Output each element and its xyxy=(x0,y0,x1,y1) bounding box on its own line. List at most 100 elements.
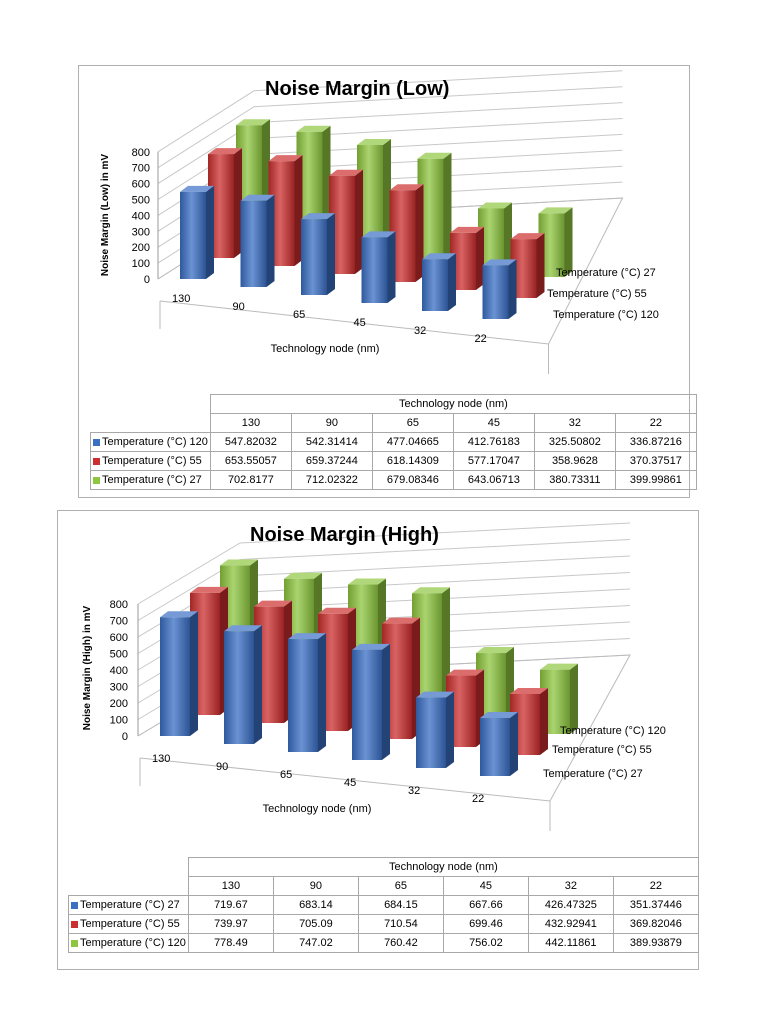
table-cell: 739.97 xyxy=(187,914,274,934)
bar-top xyxy=(382,617,420,624)
bar-top xyxy=(348,578,386,585)
table-cell: 747.02 xyxy=(272,933,359,953)
x-tick-label: 130 xyxy=(172,293,190,305)
bar-front xyxy=(480,718,510,776)
table-cell: 547.82032 xyxy=(209,432,292,452)
bar-front xyxy=(180,191,206,279)
bar-side xyxy=(570,663,578,734)
table-corner xyxy=(91,414,211,433)
bar-top xyxy=(288,633,326,640)
bar-series0-130 xyxy=(160,611,198,736)
bar-series0-65 xyxy=(288,633,326,752)
bar-top xyxy=(268,155,303,162)
x-tick-label: 22 xyxy=(475,333,487,345)
table-cell: 336.87216 xyxy=(614,432,697,452)
y-tick-label: 200 xyxy=(110,698,128,710)
table-cell: 389.93879 xyxy=(612,933,699,953)
legend-swatch xyxy=(93,438,100,446)
y-tick-label: 700 xyxy=(132,163,150,175)
bar-side xyxy=(355,169,363,274)
bar-side xyxy=(540,687,548,755)
bar-top xyxy=(361,231,396,238)
bar-top xyxy=(412,587,450,594)
table-cell: 369.82046 xyxy=(612,914,699,934)
table-row: Temperature (°C) 27 702.8177 712.02322 679.… xyxy=(90,470,697,490)
table-cell: 325.50802 xyxy=(533,432,616,452)
bar-top xyxy=(208,148,242,155)
y-tick-label: 100 xyxy=(110,715,128,727)
table-cell: 653.55057 xyxy=(209,451,292,471)
y-tick-label: 400 xyxy=(132,210,150,222)
table-legend-cell: Temperature (°C) 27 xyxy=(90,470,211,490)
table-cell: 778.49 xyxy=(187,933,274,953)
table-corner xyxy=(91,395,211,414)
bar-side xyxy=(476,226,484,290)
bar-side xyxy=(190,611,198,736)
table-cell: 719.67 xyxy=(187,895,274,915)
bar-top xyxy=(240,194,275,201)
legend-label: Temperature (°C) 120 xyxy=(80,937,186,949)
x-tick-label: 65 xyxy=(280,769,292,781)
bar-top xyxy=(510,233,545,240)
bar-top xyxy=(450,226,484,233)
table-column-header: 130 xyxy=(209,413,292,433)
y-tick-label: 600 xyxy=(110,632,128,644)
bar-side xyxy=(564,207,573,277)
bar-side xyxy=(443,152,452,261)
table-column-header: 65 xyxy=(371,413,454,433)
bar-side xyxy=(234,148,242,258)
table-column-header: 22 xyxy=(612,876,699,896)
table-cell: 432.92941 xyxy=(527,914,614,934)
table-row: Temperature (°C) 55 739.97 705.09 710.54 699… xyxy=(68,914,699,934)
table-cell: 643.06713 xyxy=(452,470,535,490)
table-cell: 705.09 xyxy=(272,914,359,934)
bar-front xyxy=(352,649,382,760)
table-cell: 351.37446 xyxy=(612,895,699,915)
bar-side xyxy=(294,155,303,266)
bar-top xyxy=(357,139,391,146)
bar-top xyxy=(476,647,514,654)
table-row: Temperature (°C) 120 547.82032 542.31414 47… xyxy=(90,432,697,452)
bar-side xyxy=(266,194,275,287)
y-tick-label: 0 xyxy=(122,731,128,743)
x-axis-title: Technology node (nm) xyxy=(263,803,372,815)
table-cell: 542.31414 xyxy=(290,432,373,452)
bar-series0-130 xyxy=(180,185,214,279)
y-tick-label: 300 xyxy=(110,682,128,694)
table-group-header: Technology node (nm) xyxy=(187,857,699,877)
y-tick-label: 800 xyxy=(132,147,150,159)
x-tick-label: 22 xyxy=(472,793,484,805)
table-cell: 756.02 xyxy=(442,933,529,953)
x-axis-title: Technology node (nm) xyxy=(271,343,380,355)
bar-side xyxy=(415,184,424,282)
table-cell: 659.37244 xyxy=(290,451,373,471)
y-tick-label: 500 xyxy=(110,649,128,661)
bar-top xyxy=(301,213,335,220)
bar-top xyxy=(416,691,454,698)
bar-top xyxy=(296,125,331,132)
bar-side xyxy=(318,633,326,752)
gridline xyxy=(157,86,623,169)
bar-series0-22 xyxy=(482,259,517,319)
x-tick-label: 45 xyxy=(344,777,356,789)
gridline xyxy=(137,522,631,605)
table-cell: 426.47325 xyxy=(527,895,614,915)
table-cell: 667.66 xyxy=(442,895,529,915)
bar-front xyxy=(361,237,388,303)
bar-top xyxy=(190,586,228,593)
chart-low-data-table: Technology node (nm) 130 90 65 45 32 22 Tempera… xyxy=(90,394,697,490)
legend-swatch xyxy=(71,901,78,909)
table-row: Temperature (°C) 120 778.49 747.02 760.42 75… xyxy=(68,933,699,953)
y-axis-title: Noise Margin (Low) in mV xyxy=(100,154,111,277)
table-row: Temperature (°C) 55 653.55057 659.37244 618… xyxy=(90,451,697,471)
bar-side xyxy=(508,259,517,319)
table-column-header: 45 xyxy=(442,876,529,896)
table-cell: 370.37517 xyxy=(614,451,697,471)
y-axis-title: Noise Margin (High) in mV xyxy=(82,605,93,730)
bar-side xyxy=(387,231,396,303)
bar-front xyxy=(288,639,318,752)
bar-top xyxy=(224,625,262,632)
table-cell: 760.42 xyxy=(357,933,444,953)
y-tick-label: 100 xyxy=(132,258,150,270)
